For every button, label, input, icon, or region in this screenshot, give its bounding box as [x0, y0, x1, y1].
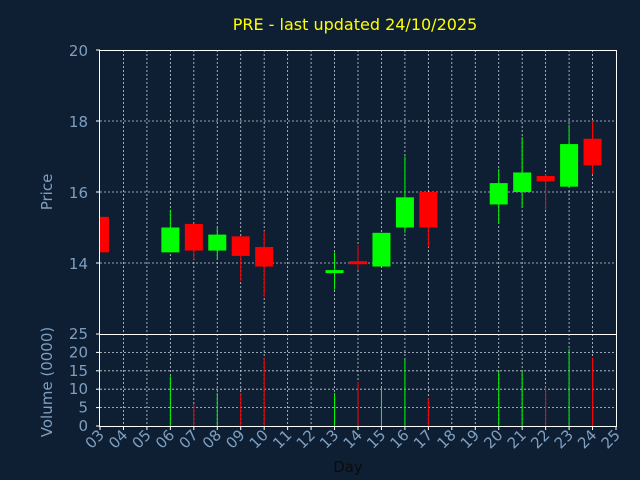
candle-body — [325, 270, 344, 274]
candle-body — [184, 223, 203, 251]
candle-body — [161, 227, 180, 253]
candle-body — [536, 176, 555, 182]
volume-tick-label: 10 — [69, 380, 88, 398]
volume-tick-label: 0 — [78, 417, 88, 435]
candle-body — [560, 144, 579, 187]
candle-body — [255, 247, 274, 267]
price-tick-label: 18 — [69, 113, 88, 131]
candle-body — [513, 172, 532, 192]
candle-body — [208, 234, 227, 251]
candle-body — [489, 183, 508, 205]
candle-body — [583, 138, 602, 166]
volume-axis-label: Volume (0000) — [38, 327, 56, 437]
volume-tick-label: 15 — [69, 362, 88, 380]
candlesticks — [99, 121, 602, 297]
candle-body — [372, 232, 391, 267]
price-axis-label: Price — [38, 174, 56, 211]
volume-tick-label: 20 — [69, 343, 88, 361]
price-tick-label: 20 — [69, 42, 88, 60]
volume-tick-label: 5 — [78, 399, 88, 417]
candle-body — [395, 197, 414, 228]
candle-body — [419, 192, 438, 228]
candle-body — [349, 261, 367, 265]
volume-tick-label: 25 — [69, 325, 88, 343]
chart-title: PRE - last updated 24/10/2025 — [233, 15, 478, 34]
volume-bars — [169, 348, 594, 426]
price-tick-label: 16 — [69, 184, 88, 202]
x-axis-label: Day — [333, 458, 363, 476]
candle-body — [100, 216, 109, 253]
price-tick-label: 14 — [69, 255, 88, 273]
candle-body — [231, 236, 250, 256]
